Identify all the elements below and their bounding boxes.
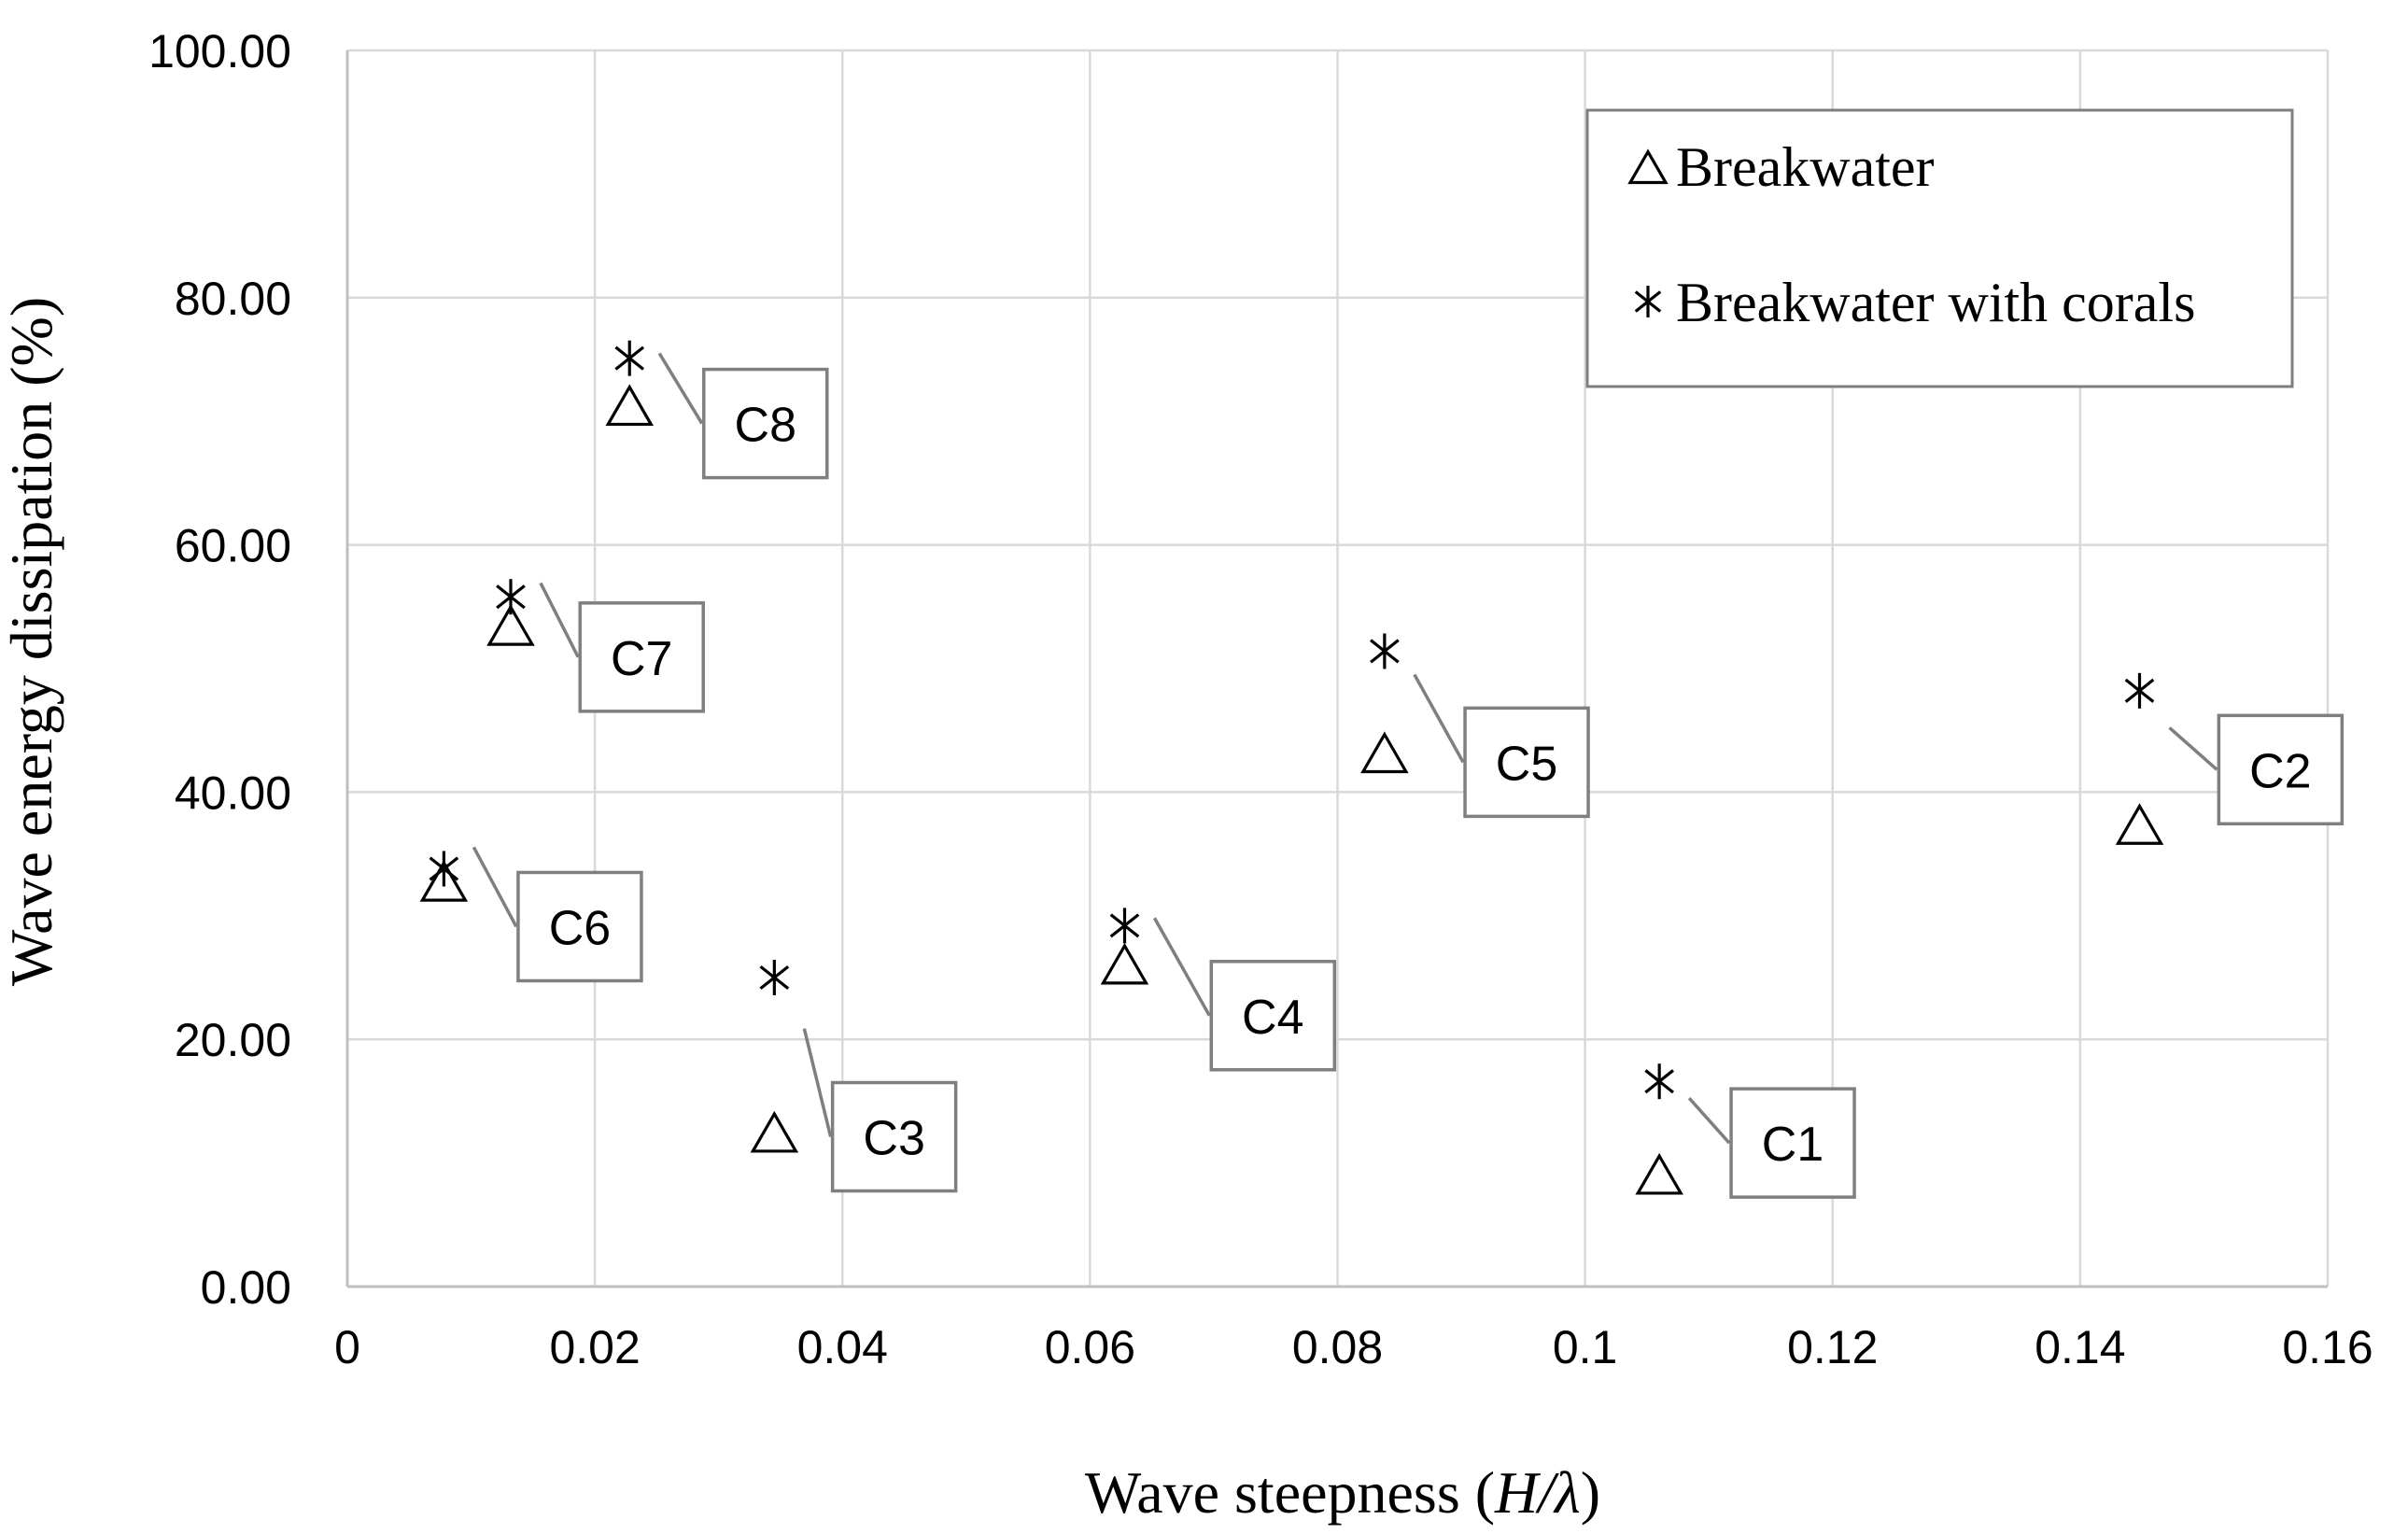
callout-label: C1 bbox=[1762, 1118, 1824, 1172]
breakwater-corals-point bbox=[614, 340, 645, 376]
legend-entry-label: Breakwater with corals bbox=[1676, 272, 2195, 333]
callout-leader-line bbox=[2168, 726, 2218, 771]
data-points bbox=[419, 340, 2164, 1195]
legend-asterisk-icon bbox=[1634, 286, 1662, 317]
y-axis-title: Wave energy dissipation (%) bbox=[0, 297, 64, 986]
x-tick-label: 0.16 bbox=[2282, 1321, 2373, 1373]
callout-leader-line bbox=[1687, 1097, 1731, 1145]
x-axis-title-variable: H/λ bbox=[1494, 1459, 1581, 1526]
callout-box bbox=[578, 601, 705, 713]
breakwater-point bbox=[2115, 803, 2164, 845]
breakwater-corals-point bbox=[759, 960, 790, 995]
callout-label: C4 bbox=[1242, 991, 1303, 1045]
x-axis-title-suffix: ) bbox=[1581, 1459, 1600, 1526]
callout-label: C6 bbox=[549, 901, 611, 955]
x-tick-labels: 0 0.02 0.04 0.06 0.08 0.1 0.12 0.14 0.16 bbox=[334, 1321, 2373, 1373]
callout-labels: C1 C2 C3 C4 C5 C6 C7 C8 bbox=[516, 367, 2345, 1199]
breakwater-point bbox=[486, 604, 535, 646]
legend-entry-label: Breakwater bbox=[1676, 136, 1935, 198]
breakwater-corals-point bbox=[1644, 1063, 1674, 1100]
callout-box bbox=[2217, 713, 2345, 826]
x-tick-label: 0.06 bbox=[1045, 1321, 1135, 1373]
x-tick-label: 0.1 bbox=[1553, 1321, 1618, 1373]
callout-box bbox=[1209, 960, 1337, 1072]
breakwater-corals-point bbox=[1370, 633, 1400, 669]
x-tick-label: 0.02 bbox=[549, 1321, 640, 1373]
callout-box bbox=[702, 367, 829, 480]
x-tick-label: 0.12 bbox=[1787, 1321, 1878, 1373]
x-tick-label: 0.14 bbox=[2035, 1321, 2125, 1373]
breakwater-corals-point bbox=[429, 851, 459, 887]
callout-label: C7 bbox=[611, 632, 672, 686]
legend-triangle-icon bbox=[1627, 148, 1669, 185]
y-tick-label: 100.00 bbox=[148, 25, 291, 77]
callout-box bbox=[516, 870, 643, 983]
callout-box bbox=[1729, 1087, 1856, 1199]
breakwater-corals-point bbox=[2124, 672, 2155, 709]
breakwater-corals-point bbox=[496, 579, 526, 615]
breakwater-point bbox=[1635, 1152, 1683, 1195]
callout-leader-line bbox=[802, 1028, 833, 1137]
breakwater-point bbox=[1360, 731, 1409, 774]
callout-label: C5 bbox=[1496, 737, 1557, 791]
callout-label: C3 bbox=[863, 1112, 924, 1166]
x-tick-label: 0 bbox=[334, 1321, 360, 1373]
callout-leader-line bbox=[472, 846, 518, 928]
y-tick-label: 80.00 bbox=[175, 273, 291, 325]
y-tick-label: 0.00 bbox=[201, 1261, 291, 1314]
breakwater-corals-point bbox=[1109, 908, 1140, 944]
callout-box bbox=[830, 1080, 958, 1193]
breakwater-point bbox=[605, 384, 655, 427]
x-tick-label: 0.08 bbox=[1292, 1321, 1383, 1373]
x-tick-label: 0.04 bbox=[797, 1321, 888, 1373]
breakwater-point bbox=[750, 1110, 799, 1153]
callout-leader-line bbox=[1413, 673, 1465, 764]
callout-label: C2 bbox=[2249, 744, 2311, 798]
y-tick-label: 40.00 bbox=[175, 767, 291, 819]
breakwater-point bbox=[419, 860, 469, 902]
y-tick-label: 60.00 bbox=[175, 520, 291, 572]
callout-leader-line bbox=[1152, 917, 1211, 1017]
y-tick-label: 20.00 bbox=[175, 1014, 291, 1066]
x-axis-title: Wave steepness (H/λ) bbox=[1085, 1459, 1600, 1526]
callout-leader-line bbox=[539, 582, 580, 658]
breakwater-point bbox=[1100, 942, 1149, 985]
callout-leader-line bbox=[657, 352, 704, 425]
callout-box bbox=[1463, 706, 1590, 819]
axes bbox=[345, 50, 2328, 1288]
legend-box bbox=[1585, 108, 2294, 388]
x-axis-title-prefix: Wave steepness ( bbox=[1085, 1459, 1495, 1526]
callout-leaders bbox=[472, 352, 2218, 1145]
callout-label: C8 bbox=[735, 399, 796, 453]
y-tick-labels: 0.00 20.00 40.00 60.00 80.00 100.00 bbox=[148, 25, 291, 1314]
legend: Breakwater Breakwater with corals bbox=[1585, 108, 2294, 388]
